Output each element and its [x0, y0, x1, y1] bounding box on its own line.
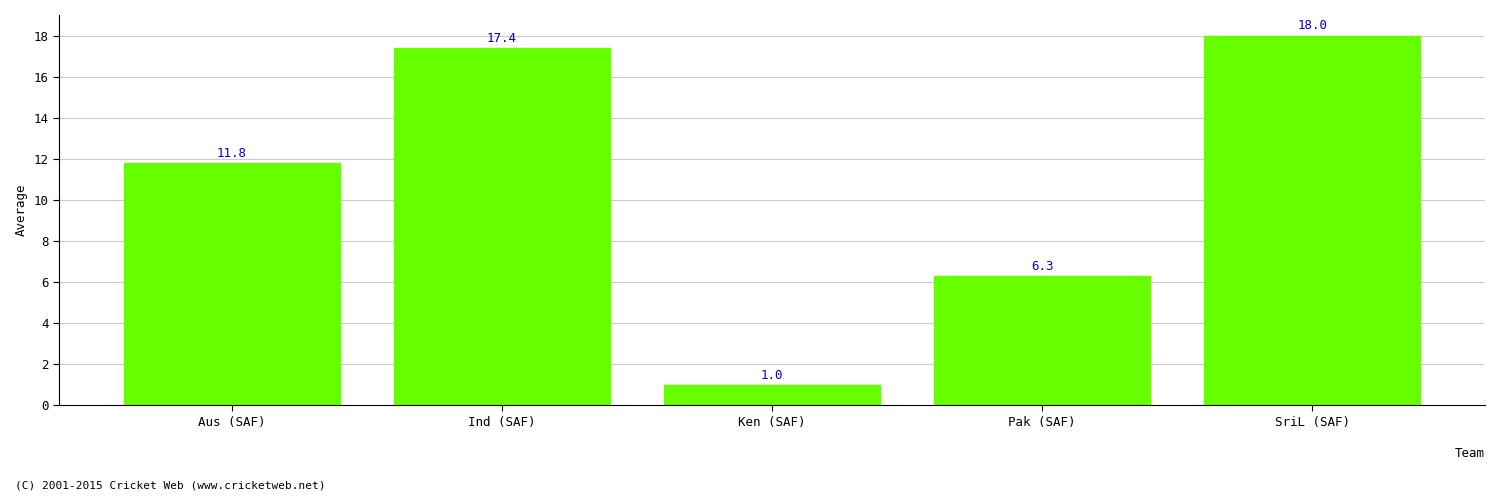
Bar	[1204, 36, 1420, 406]
Text: 1.0: 1.0	[760, 368, 783, 382]
Text: 18.0: 18.0	[1298, 20, 1328, 32]
Bar	[394, 48, 610, 406]
Y-axis label: Average: Average	[15, 184, 28, 236]
Text: (C) 2001-2015 Cricket Web (www.cricketweb.net): (C) 2001-2015 Cricket Web (www.cricketwe…	[15, 480, 326, 490]
Text: Team: Team	[1455, 447, 1485, 460]
Bar	[934, 276, 1150, 406]
Bar	[664, 385, 880, 406]
Text: 11.8: 11.8	[217, 147, 248, 160]
Text: 17.4: 17.4	[488, 32, 518, 45]
Bar	[124, 163, 340, 406]
Text: 6.3: 6.3	[1030, 260, 1053, 273]
